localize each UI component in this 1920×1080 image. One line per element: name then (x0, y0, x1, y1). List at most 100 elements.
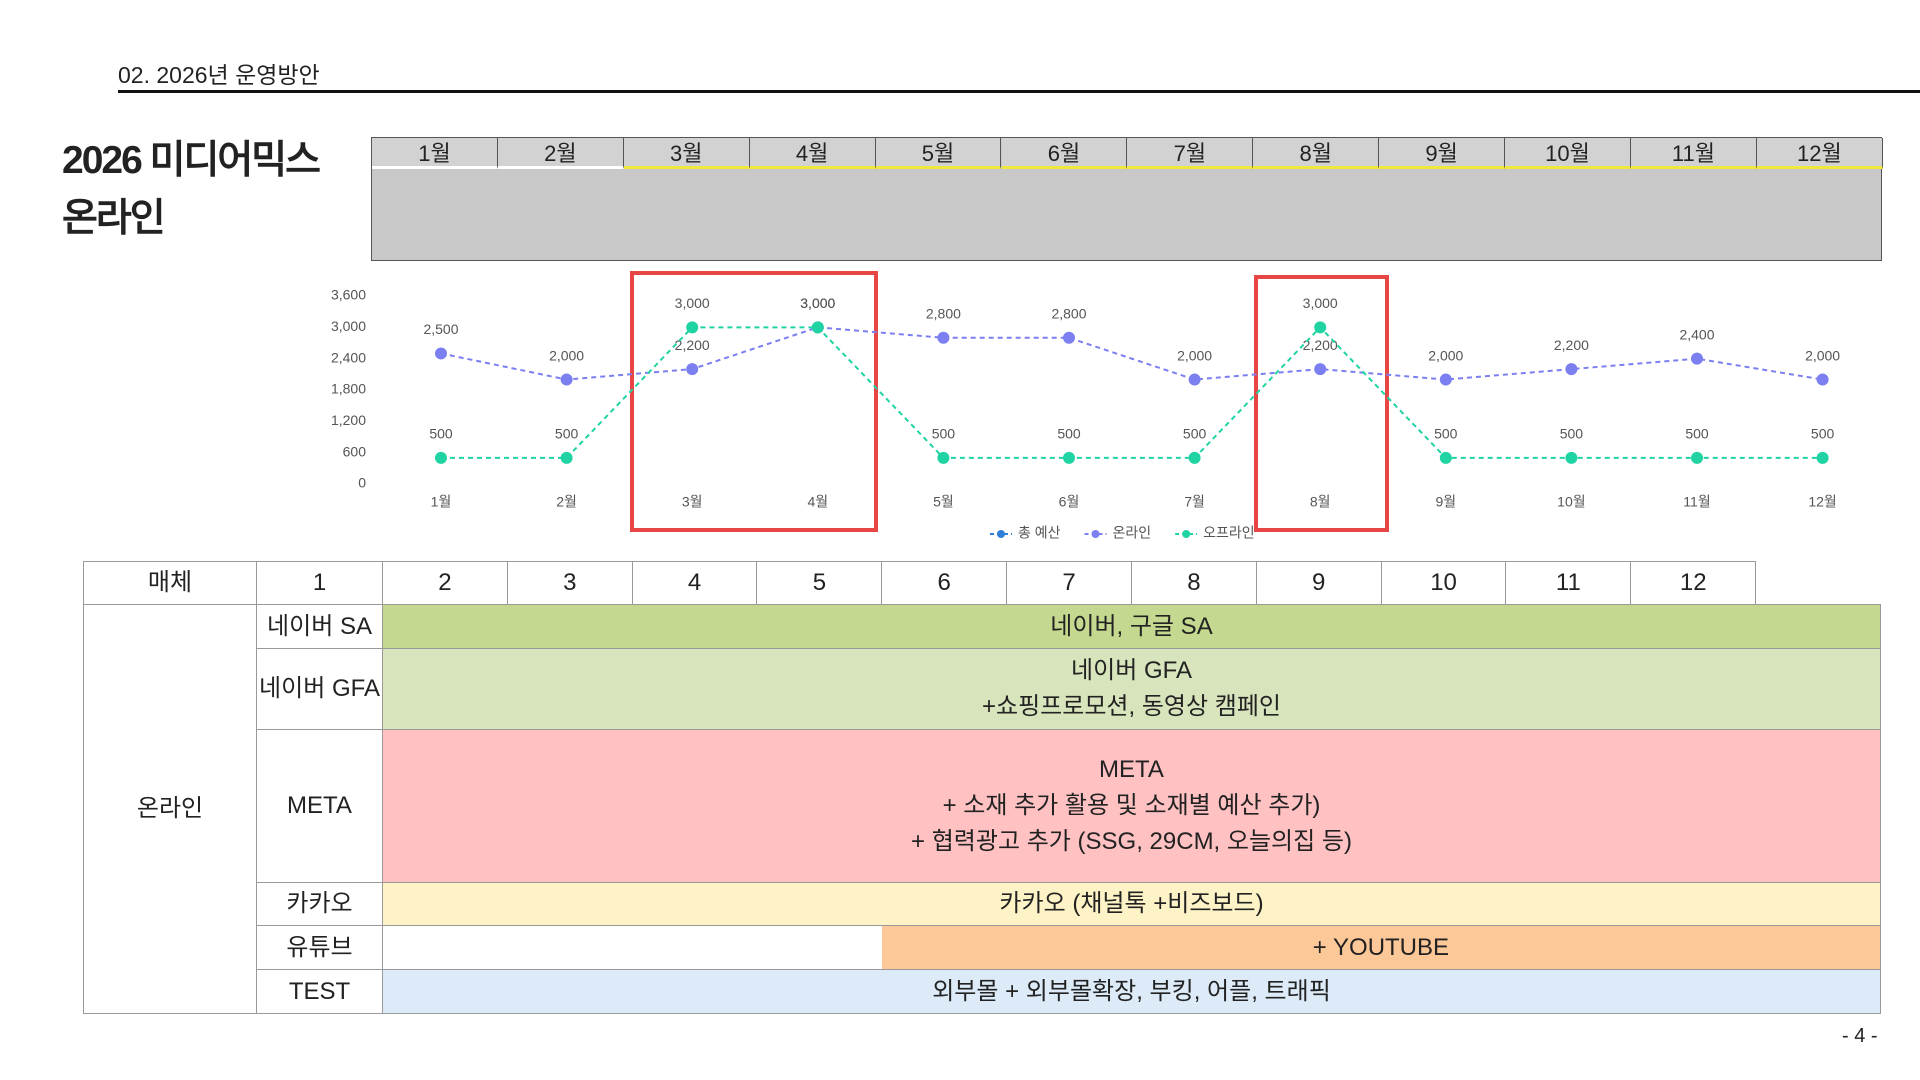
data-point (1691, 451, 1703, 464)
header-cell: 4 (631, 561, 758, 605)
data-label: 2,200 (1303, 337, 1338, 353)
month-cell: 5월 (875, 138, 1002, 169)
data-point (811, 321, 824, 334)
plan-cell: + YOUTUBE (881, 925, 1881, 970)
x-tick-label: 3월 (682, 494, 703, 510)
data-point (1565, 451, 1578, 464)
month-cell: 7월 (1127, 138, 1254, 169)
plan-line: +쇼핑프로모션, 동영상 캠페인 (982, 693, 1281, 720)
month-cell: 1월 (372, 138, 498, 169)
data-point (1439, 451, 1452, 464)
slide-title: 2026 미디어믹스 온라인 (62, 132, 321, 248)
y-tick-label: 0 (358, 475, 366, 491)
plan-line: 외부몰 + 외부몰확장, 부킹, 어플, 트래픽 (932, 977, 1331, 1005)
month-cell: 3월 (623, 138, 750, 169)
plan-line: + 협력광고 추가 (SSG, 29CM, 오늘의집 등) (911, 828, 1352, 855)
legend-marker (1182, 530, 1191, 538)
month-header: 1월 2월 3월 4월 5월 6월 7월 8월 9월 10월 11월 12월 (371, 137, 1883, 261)
data-point (1314, 321, 1327, 334)
plan-line: 네이버 GFA (1071, 657, 1192, 684)
data-label: 500 (555, 426, 579, 442)
data-label: 2,000 (1805, 347, 1840, 363)
month-cell: 9월 (1379, 138, 1506, 169)
title-line: 온라인 (62, 197, 166, 240)
plan-cell: 카카오 (채널톡 +비즈보드) (382, 882, 1881, 926)
data-label: 2,000 (1428, 347, 1463, 363)
data-label: 2,800 (926, 305, 961, 321)
data-label: 500 (1057, 426, 1081, 442)
header-cell: 7 (1006, 561, 1132, 605)
legend-marker (1091, 530, 1100, 538)
header-cell: 2 (382, 561, 508, 605)
x-tick-label: 2월 (556, 494, 577, 510)
media-cell: META (256, 729, 383, 883)
x-tick-label: 11월 (1683, 494, 1710, 510)
legend-marker (997, 530, 1005, 538)
header-cell: 매체 (83, 561, 257, 605)
x-tick-label: 12월 (1808, 494, 1836, 510)
plan-cell: 네이버, 구글 SA (382, 604, 1881, 649)
group-cell: 온라인 (83, 604, 257, 1014)
legend-label: 오프라인 (1203, 525, 1255, 541)
header-cell: 6 (881, 561, 1008, 605)
y-tick-label: 3,600 (331, 287, 366, 303)
y-tick-label: 600 (343, 443, 367, 459)
plan-line: + YOUTUBE (1312, 933, 1450, 961)
y-tick-label: 2,400 (331, 349, 366, 365)
y-tick-label: 1,200 (331, 412, 366, 428)
month-cell: 10월 (1505, 138, 1631, 169)
data-point (560, 451, 573, 464)
data-label: 3,000 (1303, 295, 1338, 311)
media-cell: 카카오 (256, 882, 383, 926)
media-cell: TEST (256, 969, 383, 1014)
data-point (435, 347, 447, 360)
x-tick-label: 7월 (1184, 494, 1205, 510)
plan-line: META (1099, 756, 1164, 783)
header-cell: 3 (506, 561, 633, 605)
data-point (1816, 451, 1829, 464)
month-cell: 6월 (1001, 138, 1128, 169)
data-point (937, 331, 950, 344)
media-cell: 유튜브 (256, 925, 383, 970)
data-point (1188, 373, 1201, 386)
y-tick-label: 1,800 (331, 381, 366, 397)
data-label: 2,400 (1679, 326, 1714, 342)
data-point (1816, 373, 1829, 386)
header-rule (118, 90, 1920, 93)
data-label: 500 (1434, 426, 1458, 442)
month-cell: 2월 (497, 138, 624, 169)
header-cell: 1 (256, 561, 383, 605)
data-label: 2,800 (1051, 305, 1086, 321)
data-point (1439, 373, 1452, 386)
chart: 0 600 1,200 1,800 2,400 3,000 3,600 1월 2월 3월 4월 5월 6… (331, 271, 1840, 541)
header-cell: 8 (1130, 561, 1257, 605)
month-cell: 12월 (1756, 138, 1883, 169)
data-label: 500 (932, 426, 956, 442)
plan-cell: 네이버 GFA +쇼핑프로모션, 동영상 캠페인 (382, 648, 1881, 730)
x-tick-label: 1월 (431, 494, 452, 510)
data-label: 3,000 (675, 295, 710, 311)
month-cell: 8월 (1253, 138, 1380, 169)
month-cell: 4월 (749, 138, 876, 169)
x-tick-label: 10월 (1557, 494, 1585, 510)
data-point (937, 451, 950, 464)
data-label: 500 (1183, 426, 1207, 442)
data-point (1314, 363, 1327, 376)
x-tick-label: 4월 (807, 494, 828, 510)
data-label: 2,200 (675, 337, 710, 353)
highlight-box (1254, 275, 1389, 532)
header-cell: 11 (1505, 561, 1632, 605)
header-cell: 9 (1255, 561, 1382, 605)
plan-line: 카카오 (채널톡 +비즈보드) (999, 890, 1264, 917)
data-label: 3,000 (800, 295, 835, 311)
legend-label: 온라인 (1113, 525, 1152, 541)
legend-label: 총 예산 (1018, 525, 1061, 541)
empty-cell (381, 925, 882, 970)
header-cell: 12 (1630, 561, 1757, 605)
data-point (1691, 352, 1703, 365)
media-cell: 네이버 GFA (256, 648, 383, 730)
data-point (1565, 363, 1578, 376)
x-tick-label: 5월 (933, 494, 954, 510)
data-label: 500 (1685, 426, 1709, 442)
